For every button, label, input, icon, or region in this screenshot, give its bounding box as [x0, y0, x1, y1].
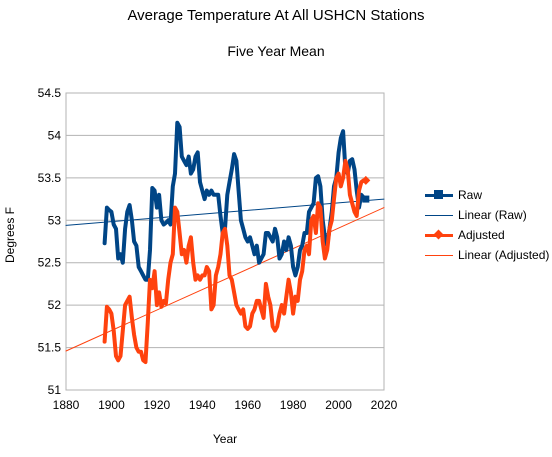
x-tick-label: 1880: [53, 398, 80, 412]
y-tick-label: 54.5: [38, 86, 62, 100]
x-tick-label: 1960: [234, 398, 261, 412]
legend-label: Linear (Adjusted): [458, 248, 550, 262]
series-marker-raw: [362, 195, 370, 203]
x-tick-label: 2020: [371, 398, 398, 412]
series-line-adjusted: [102, 158, 368, 364]
series-marker-adjusted: [361, 175, 371, 185]
legend-label: Raw: [458, 188, 483, 202]
x-tick-label: 1920: [144, 398, 171, 412]
y-tick-label: 53: [48, 213, 62, 227]
y-tick-label: 52.5: [38, 256, 62, 270]
legend-square-marker: [434, 190, 443, 199]
y-tick-label: 52: [48, 298, 62, 312]
legend-line: [425, 215, 453, 216]
legend-label: Adjusted: [458, 228, 505, 242]
x-tick-label: 1900: [98, 398, 125, 412]
y-axis-label: Degrees F: [3, 206, 17, 264]
x-tick-label: 2000: [325, 398, 352, 412]
x-tick-label: 1980: [280, 398, 307, 412]
series-layer: [65, 120, 385, 364]
x-tick-label: 1940: [189, 398, 216, 412]
y-tick-label: 54: [48, 128, 62, 142]
y-tick-label: 51: [48, 383, 62, 397]
y-tick-label: 51.5: [38, 341, 62, 355]
chart-title: Average Temperature At All USHCN Station…: [127, 7, 425, 24]
x-axis-ticks: 1880 1900 1920 1940 1960 1980 2000 2020: [53, 398, 398, 412]
y-axis-ticks: 51 51.5 52 52.5 53 53.5 54 54.5: [38, 86, 62, 397]
chart-subtitle: Five Year Mean: [227, 43, 325, 59]
legend-label: Linear (Raw): [458, 208, 527, 222]
legend-line: [425, 255, 453, 256]
x-axis-label: Year: [212, 432, 238, 446]
y-tick-label: 53.5: [38, 171, 62, 185]
